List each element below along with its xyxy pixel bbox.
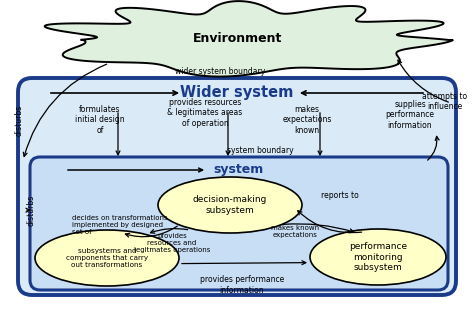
Text: system boundary: system boundary	[227, 146, 293, 155]
Text: provides performance
information: provides performance information	[200, 275, 284, 295]
Text: decision-making
subsystem: decision-making subsystem	[193, 195, 267, 215]
Text: makes
expectations
known: makes expectations known	[283, 105, 332, 135]
Text: Wider system: Wider system	[180, 85, 294, 100]
Text: provides
resources and
legitmates operations: provides resources and legitmates operat…	[134, 233, 210, 253]
Text: system: system	[214, 163, 264, 177]
Text: provides resources
& legitimates areas
of operation: provides resources & legitimates areas o…	[167, 98, 243, 128]
FancyBboxPatch shape	[18, 78, 456, 295]
Text: disturbs: disturbs	[15, 104, 24, 136]
Ellipse shape	[35, 230, 179, 286]
Text: Environment: Environment	[193, 32, 283, 44]
Text: attempts to
influence: attempts to influence	[422, 92, 467, 111]
Text: performance
monitoring
subsystem: performance monitoring subsystem	[349, 242, 407, 272]
Text: supplies
performance
information: supplies performance information	[385, 100, 435, 130]
Text: subsystems and
components that carry
out transformations: subsystems and components that carry out…	[66, 248, 148, 268]
Text: formulates
initial design
of: formulates initial design of	[75, 105, 125, 135]
Text: reports to: reports to	[321, 191, 359, 199]
Polygon shape	[45, 1, 453, 77]
Ellipse shape	[158, 177, 302, 233]
Text: wider system boundary: wider system boundary	[175, 67, 265, 76]
Text: decides on transformations
implemented by designed
set of: decides on transformations implemented b…	[72, 215, 168, 235]
Text: disturbs: disturbs	[27, 194, 36, 226]
Ellipse shape	[310, 229, 446, 285]
Text: makes known
expectations: makes known expectations	[271, 225, 319, 238]
FancyBboxPatch shape	[30, 157, 448, 290]
